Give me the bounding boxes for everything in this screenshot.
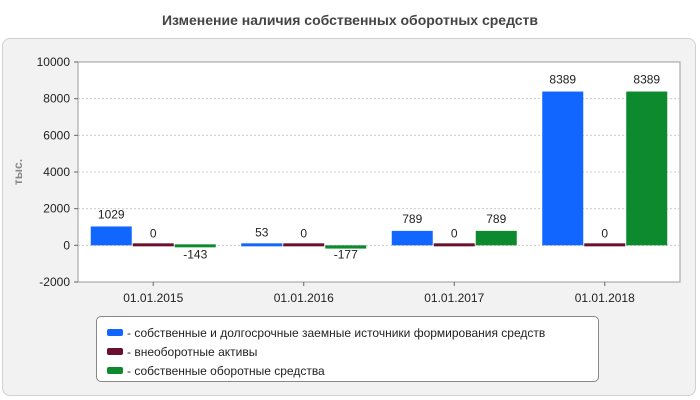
- x-tick-label: 01.01.2015: [123, 291, 183, 305]
- y-tick-label: 2000: [43, 202, 70, 216]
- legend-item: - внеоборотные активы: [107, 342, 588, 361]
- x-tick-label: 01.01.2017: [424, 291, 484, 305]
- legend-label: - внеоборотные активы: [127, 344, 258, 359]
- legend-label: - собственные и долгосрочные заемные ист…: [127, 325, 546, 340]
- y-tick-label: 4000: [43, 165, 70, 179]
- chart-title: Изменение наличия собственных оборотных …: [161, 12, 539, 28]
- bar: [132, 243, 174, 247]
- y-tick-label: 10000: [37, 55, 71, 69]
- bar: [90, 226, 132, 246]
- bar: [542, 91, 584, 246]
- data-label: 0: [451, 226, 458, 240]
- bar: [174, 244, 216, 248]
- y-tick-label: 0: [63, 238, 70, 252]
- bar: [241, 243, 283, 247]
- x-tick-label: 01.01.2016: [274, 291, 334, 305]
- legend-swatch: [107, 348, 123, 355]
- data-label: 8389: [549, 73, 576, 87]
- bar: [391, 230, 433, 246]
- bar: [626, 91, 668, 246]
- bar: [475, 230, 517, 246]
- y-tick-label: 6000: [43, 128, 70, 142]
- data-label: 8389: [633, 73, 660, 87]
- legend-swatch: [107, 367, 123, 374]
- y-tick-label: -2000: [39, 275, 70, 289]
- legend-item: - собственные оборотные средства: [107, 361, 588, 380]
- data-label: -177: [334, 247, 358, 261]
- data-label: 1029: [98, 207, 125, 221]
- data-label: 53: [255, 225, 269, 239]
- data-label: -143: [183, 247, 207, 261]
- data-label: 0: [300, 226, 307, 240]
- legend-item: - собственные и долгосрочные заемные ист…: [107, 323, 588, 342]
- bar: [325, 245, 367, 249]
- bar: [433, 243, 475, 247]
- legend: - собственные и долгосрочные заемные ист…: [96, 316, 599, 382]
- data-label: 0: [601, 226, 608, 240]
- y-tick-label: 8000: [43, 92, 70, 106]
- x-tick-label: 01.01.2018: [575, 291, 635, 305]
- y-axis-label: тыс.: [11, 159, 25, 185]
- data-label: 0: [150, 226, 157, 240]
- data-label: 789: [402, 212, 422, 226]
- legend-label: - собственные оборотные средства: [127, 363, 325, 378]
- legend-swatch: [107, 329, 123, 336]
- bar: [584, 243, 626, 247]
- data-label: 789: [486, 212, 506, 226]
- bar: [283, 243, 325, 247]
